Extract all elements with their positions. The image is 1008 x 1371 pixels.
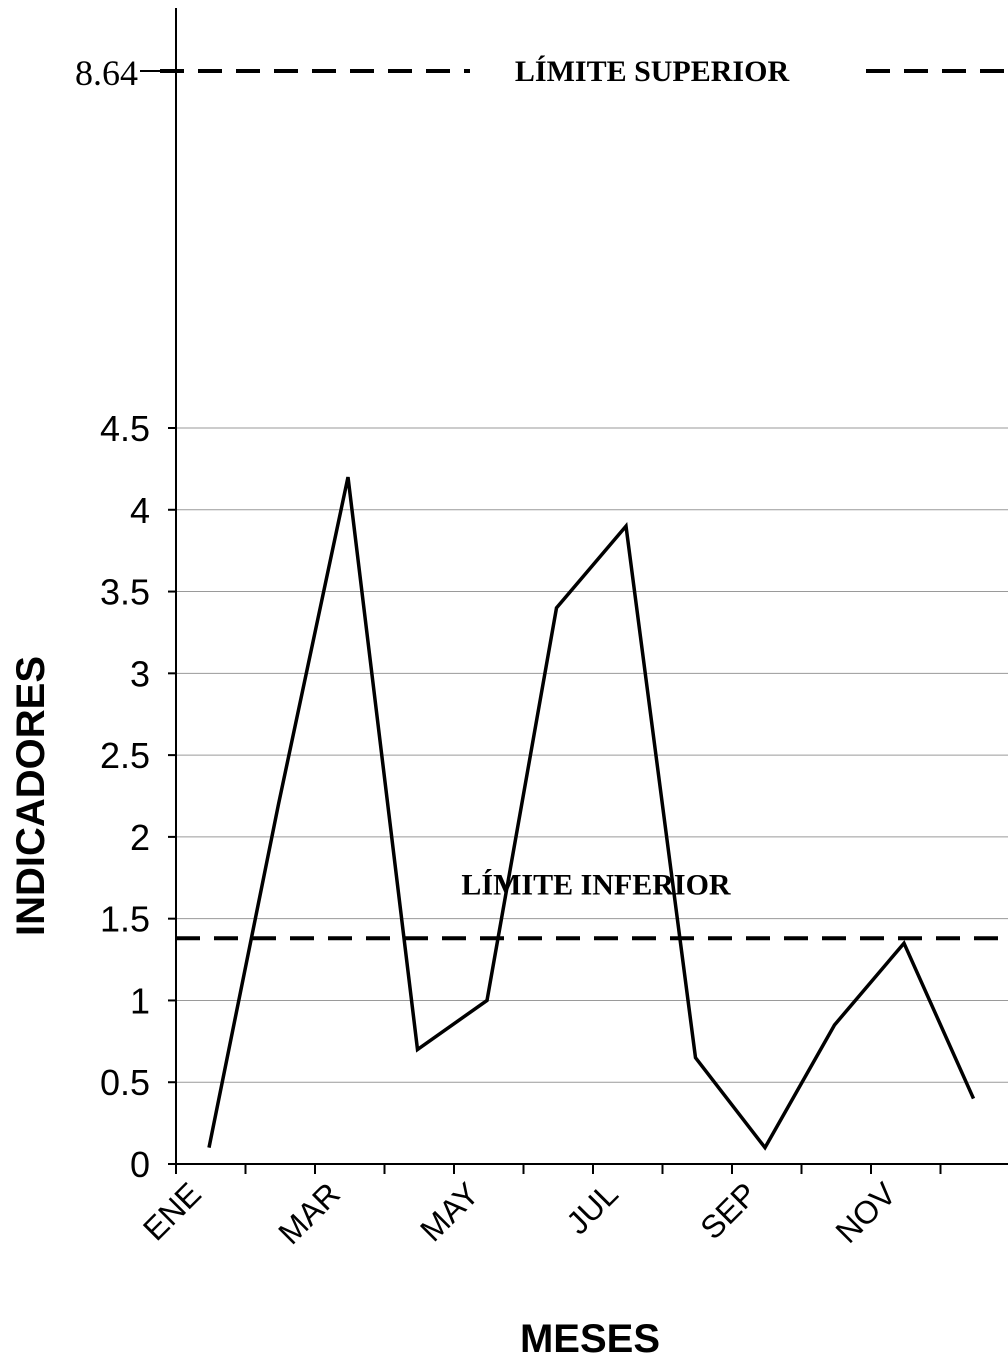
x-tick-label: MAY [413, 1175, 486, 1248]
gridlines [176, 427, 1008, 1083]
x-tick-label: ENE [136, 1175, 208, 1247]
y-tick-label: 2 [130, 817, 150, 858]
x-tick-label: NOV [828, 1175, 903, 1250]
y-tick-label: 1.5 [100, 899, 150, 940]
x-tick-label: SEP [693, 1175, 764, 1246]
x-tick-label: JUL [559, 1175, 625, 1241]
x-tick-label: MAR [271, 1175, 347, 1251]
x-tick-marks [175, 1164, 942, 1174]
y-tick-label: 3.5 [100, 572, 150, 613]
y-tick-label: 0 [130, 1144, 150, 1185]
y-tick-label: 3 [130, 653, 150, 694]
y-tick-label: 1 [130, 980, 150, 1021]
y-tick-label: 0.5 [100, 1062, 150, 1103]
y-tick-labels: 0 0.5 1 1.5 2 2.5 3 3.5 4 4.5 [100, 408, 176, 1185]
x-tick-labels: ENE MAR MAY JUL SEP NOV [136, 1175, 903, 1251]
upper-limit-label: LÍMITE SUPERIOR [515, 55, 790, 88]
lower-limit-label: LÍMITE INFERIOR [461, 868, 731, 901]
upper-limit-value: 8.64 [75, 53, 138, 93]
x-axis-title: MESES [520, 1317, 660, 1361]
y-tick-label: 4.5 [100, 408, 150, 449]
indicator-series-line [207, 476, 976, 1151]
axes [175, 8, 1008, 1172]
y-tick-label: 4 [130, 490, 150, 531]
y-axis-title: INDICADORES [9, 656, 53, 936]
y-tick-label: 2.5 [100, 735, 150, 776]
